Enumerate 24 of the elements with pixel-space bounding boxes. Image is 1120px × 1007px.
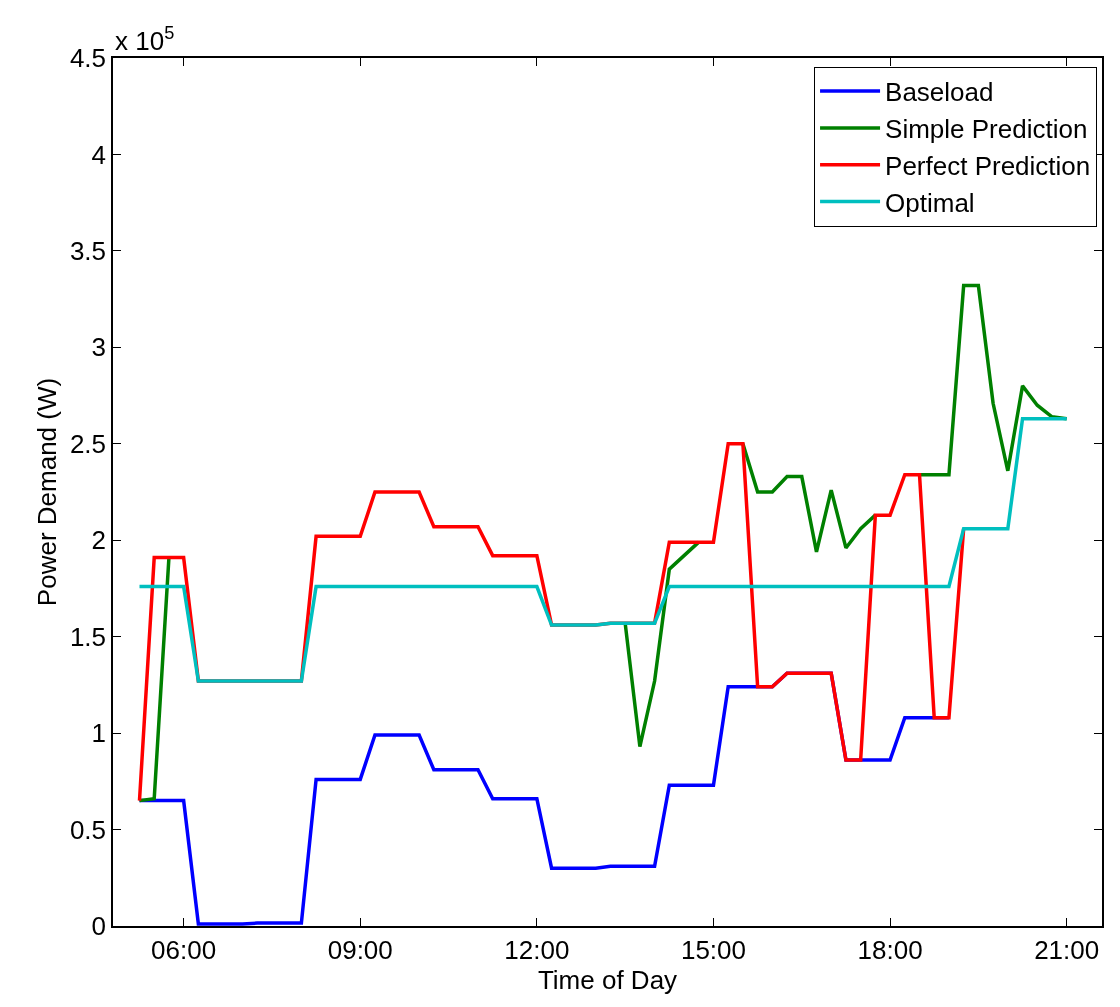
x-tick-label: 21:00 xyxy=(1034,934,1100,965)
y-tick-label: 4 xyxy=(91,139,107,170)
text: x 10$^{5}$ xyxy=(115,23,175,56)
y-tick-label: 0 xyxy=(91,911,107,942)
legend-label: Simple Prediction xyxy=(885,114,1088,145)
y-tick-label: 4.5 xyxy=(69,43,107,74)
y-tick-label: 0.5 xyxy=(69,814,107,845)
x-tick-label: 15:00 xyxy=(680,934,746,965)
legend-label: Perfect Prediction xyxy=(885,150,1091,181)
legend-label: Optimal xyxy=(885,187,975,218)
y-tick-label: 1.5 xyxy=(69,621,107,652)
y-tick-label: 1 xyxy=(91,718,107,749)
y-tick-label: 2 xyxy=(91,525,107,556)
y-tick-label: 3 xyxy=(91,332,107,363)
y-tick-label: 2.5 xyxy=(69,428,107,459)
legend-label: Baseload xyxy=(885,77,994,108)
x-tick-label: 18:00 xyxy=(857,934,923,965)
y-axis-title: Power Demand (W) xyxy=(31,377,62,607)
x-axis-title: Time of Day xyxy=(537,964,678,995)
y-tick-label: 3.5 xyxy=(69,235,107,266)
x-tick-label: 09:00 xyxy=(327,934,393,965)
x-tick-label: 06:00 xyxy=(151,934,217,965)
x-tick-label: 12:00 xyxy=(504,934,570,965)
line-series xyxy=(137,416,1069,683)
